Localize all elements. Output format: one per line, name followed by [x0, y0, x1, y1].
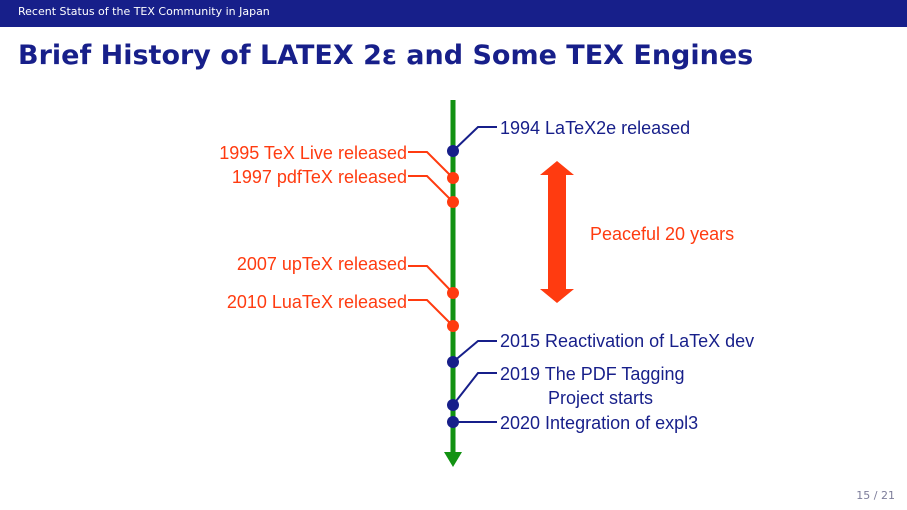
- connector-2019: [452, 372, 497, 406]
- timeline-arrowhead: [444, 452, 462, 467]
- event-label-1994: 1994 LaTeX2e released: [500, 118, 690, 138]
- connector-1995: [408, 151, 454, 179]
- span-label: Peaceful 20 years: [590, 224, 734, 244]
- connector-1997: [408, 175, 454, 203]
- peaceful-span-arrow: [540, 161, 574, 303]
- header-bar: Recent Status of the TEX Community in Ja…: [0, 0, 907, 27]
- event-label-2019-line1: 2019 The PDF Tagging: [500, 364, 684, 384]
- connector-2007: [408, 265, 454, 294]
- marker-2007: [447, 287, 459, 299]
- event-label-2010: 2010 LuaTeX released: [227, 292, 407, 312]
- connector-1994: [452, 126, 497, 152]
- marker-2020: [447, 416, 459, 428]
- marker-1995: [447, 172, 459, 184]
- event-label-2015: 2015 Reactivation of LaTeX dev: [500, 331, 754, 351]
- marker-1997: [447, 196, 459, 208]
- marker-1994: [447, 145, 459, 157]
- event-label-2020: 2020 Integration of expl3: [500, 413, 698, 433]
- header-text: Recent Status of the TEX Community in Ja…: [18, 5, 270, 18]
- marker-2010: [447, 320, 459, 332]
- marker-2015: [447, 356, 459, 368]
- event-label-2007: 2007 upTeX released: [237, 254, 407, 274]
- slide-title: Brief History of LATEX 2ε and Some TEX E…: [18, 40, 754, 71]
- connector-2010: [408, 299, 454, 327]
- event-label-1995: 1995 TeX Live released: [219, 143, 407, 163]
- connector-2015: [452, 340, 497, 363]
- page-number: 15 / 21: [856, 489, 895, 502]
- event-label-1997: 1997 pdfTeX released: [232, 167, 407, 187]
- event-label-2019-line2: Project starts: [548, 388, 653, 408]
- marker-2019: [447, 399, 459, 411]
